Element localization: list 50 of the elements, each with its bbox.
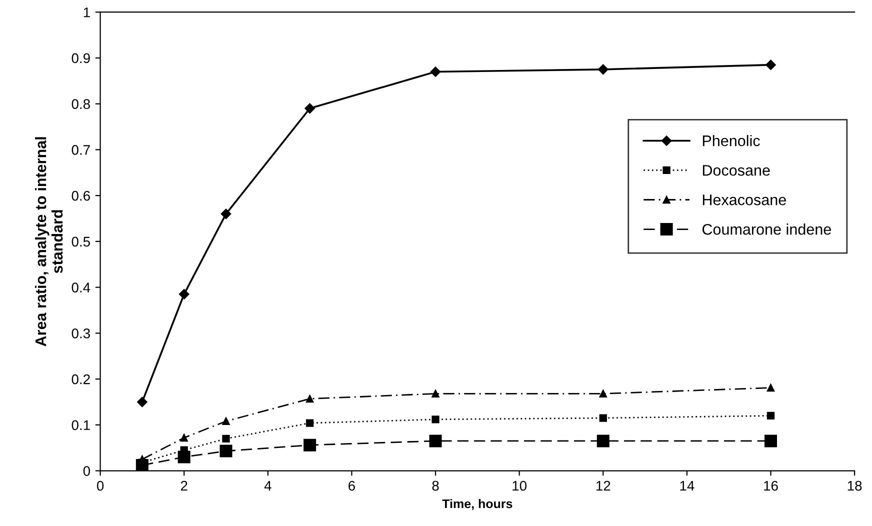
x-tick-label: 4 bbox=[264, 481, 272, 491]
point bbox=[430, 66, 441, 77]
y-tick-label: 0.1 bbox=[72, 420, 90, 430]
point bbox=[598, 64, 608, 75]
x-tick-label: 6 bbox=[348, 480, 355, 491]
x-tick-label: 2 bbox=[180, 480, 188, 491]
x-tick-label: 10 bbox=[512, 480, 527, 491]
x-tick-label: 18 bbox=[848, 480, 862, 491]
legend-label: Coumarone indene bbox=[702, 224, 831, 235]
point bbox=[178, 289, 190, 300]
point bbox=[766, 412, 775, 420]
point bbox=[222, 417, 230, 426]
y-axis-title: Area ratio, analyte to internal standard bbox=[35, 137, 63, 346]
x-tick-label: 16 bbox=[764, 480, 778, 491]
point bbox=[764, 434, 777, 448]
y-tick-label: 0.8 bbox=[72, 99, 90, 109]
x-tick-label: 12 bbox=[596, 480, 610, 491]
point bbox=[304, 438, 316, 452]
point bbox=[306, 419, 314, 427]
y-tick-label: 0.7 bbox=[72, 145, 90, 155]
point bbox=[432, 416, 440, 424]
x-axis-title: Time, hours bbox=[442, 498, 512, 510]
x-tick-label: 0 bbox=[96, 480, 104, 491]
point bbox=[596, 434, 610, 448]
y-tick-label: 0.6 bbox=[72, 190, 90, 201]
point bbox=[180, 434, 188, 442]
point bbox=[599, 414, 607, 422]
y-tick-label: 1 bbox=[84, 8, 90, 18]
point bbox=[432, 390, 440, 398]
y-tick-label: 0.4 bbox=[72, 282, 90, 292]
point bbox=[599, 390, 607, 398]
legend-label: Phenolic bbox=[702, 134, 760, 146]
point bbox=[137, 396, 148, 408]
y-tick-label: 0.9 bbox=[72, 53, 90, 64]
point bbox=[220, 208, 232, 220]
point bbox=[304, 103, 315, 114]
y-tick-label: 0.5 bbox=[72, 236, 90, 247]
point bbox=[220, 444, 232, 458]
point bbox=[306, 394, 314, 403]
legend-label: Hexacosane bbox=[702, 194, 786, 206]
y-tick-label: 0.3 bbox=[72, 328, 90, 338]
point bbox=[766, 60, 776, 70]
point bbox=[429, 434, 442, 448]
point bbox=[766, 384, 775, 392]
y-tick-label: 0 bbox=[83, 466, 90, 476]
x-tick-label: 14 bbox=[680, 481, 694, 491]
y-tick-label: 0.2 bbox=[72, 374, 90, 384]
point bbox=[222, 434, 230, 442]
legend-label: Docosane bbox=[702, 165, 770, 176]
x-tick-label: 8 bbox=[432, 480, 439, 491]
